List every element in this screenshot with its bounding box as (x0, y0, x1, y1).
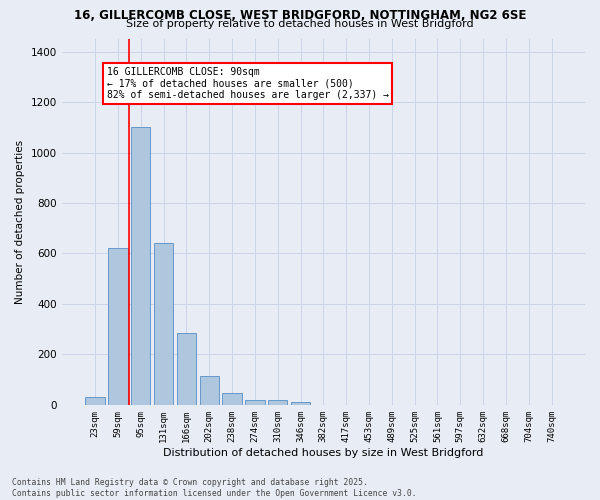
Y-axis label: Number of detached properties: Number of detached properties (15, 140, 25, 304)
Bar (177, 333, 196, 405)
Bar (245, 400, 265, 405)
Bar (223, 392, 242, 405)
Bar (200, 376, 219, 405)
Bar (85, 398, 105, 405)
Text: 16, GILLERCOMB CLOSE, WEST BRIDGFORD, NOTTINGHAM, NG2 6SE: 16, GILLERCOMB CLOSE, WEST BRIDGFORD, NO… (74, 9, 526, 22)
Bar (268, 400, 287, 405)
Bar (131, 128, 151, 405)
Text: Contains HM Land Registry data © Crown copyright and database right 2025.
Contai: Contains HM Land Registry data © Crown c… (12, 478, 416, 498)
Text: Size of property relative to detached houses in West Bridgford: Size of property relative to detached ho… (126, 19, 474, 29)
Bar (108, 248, 128, 405)
Bar (154, 244, 173, 405)
X-axis label: Distribution of detached houses by size in West Bridgford: Distribution of detached houses by size … (163, 448, 484, 458)
Text: 16 GILLERCOMB CLOSE: 90sqm
← 17% of detached houses are smaller (500)
82% of sem: 16 GILLERCOMB CLOSE: 90sqm ← 17% of deta… (107, 67, 389, 100)
Bar (291, 402, 310, 405)
